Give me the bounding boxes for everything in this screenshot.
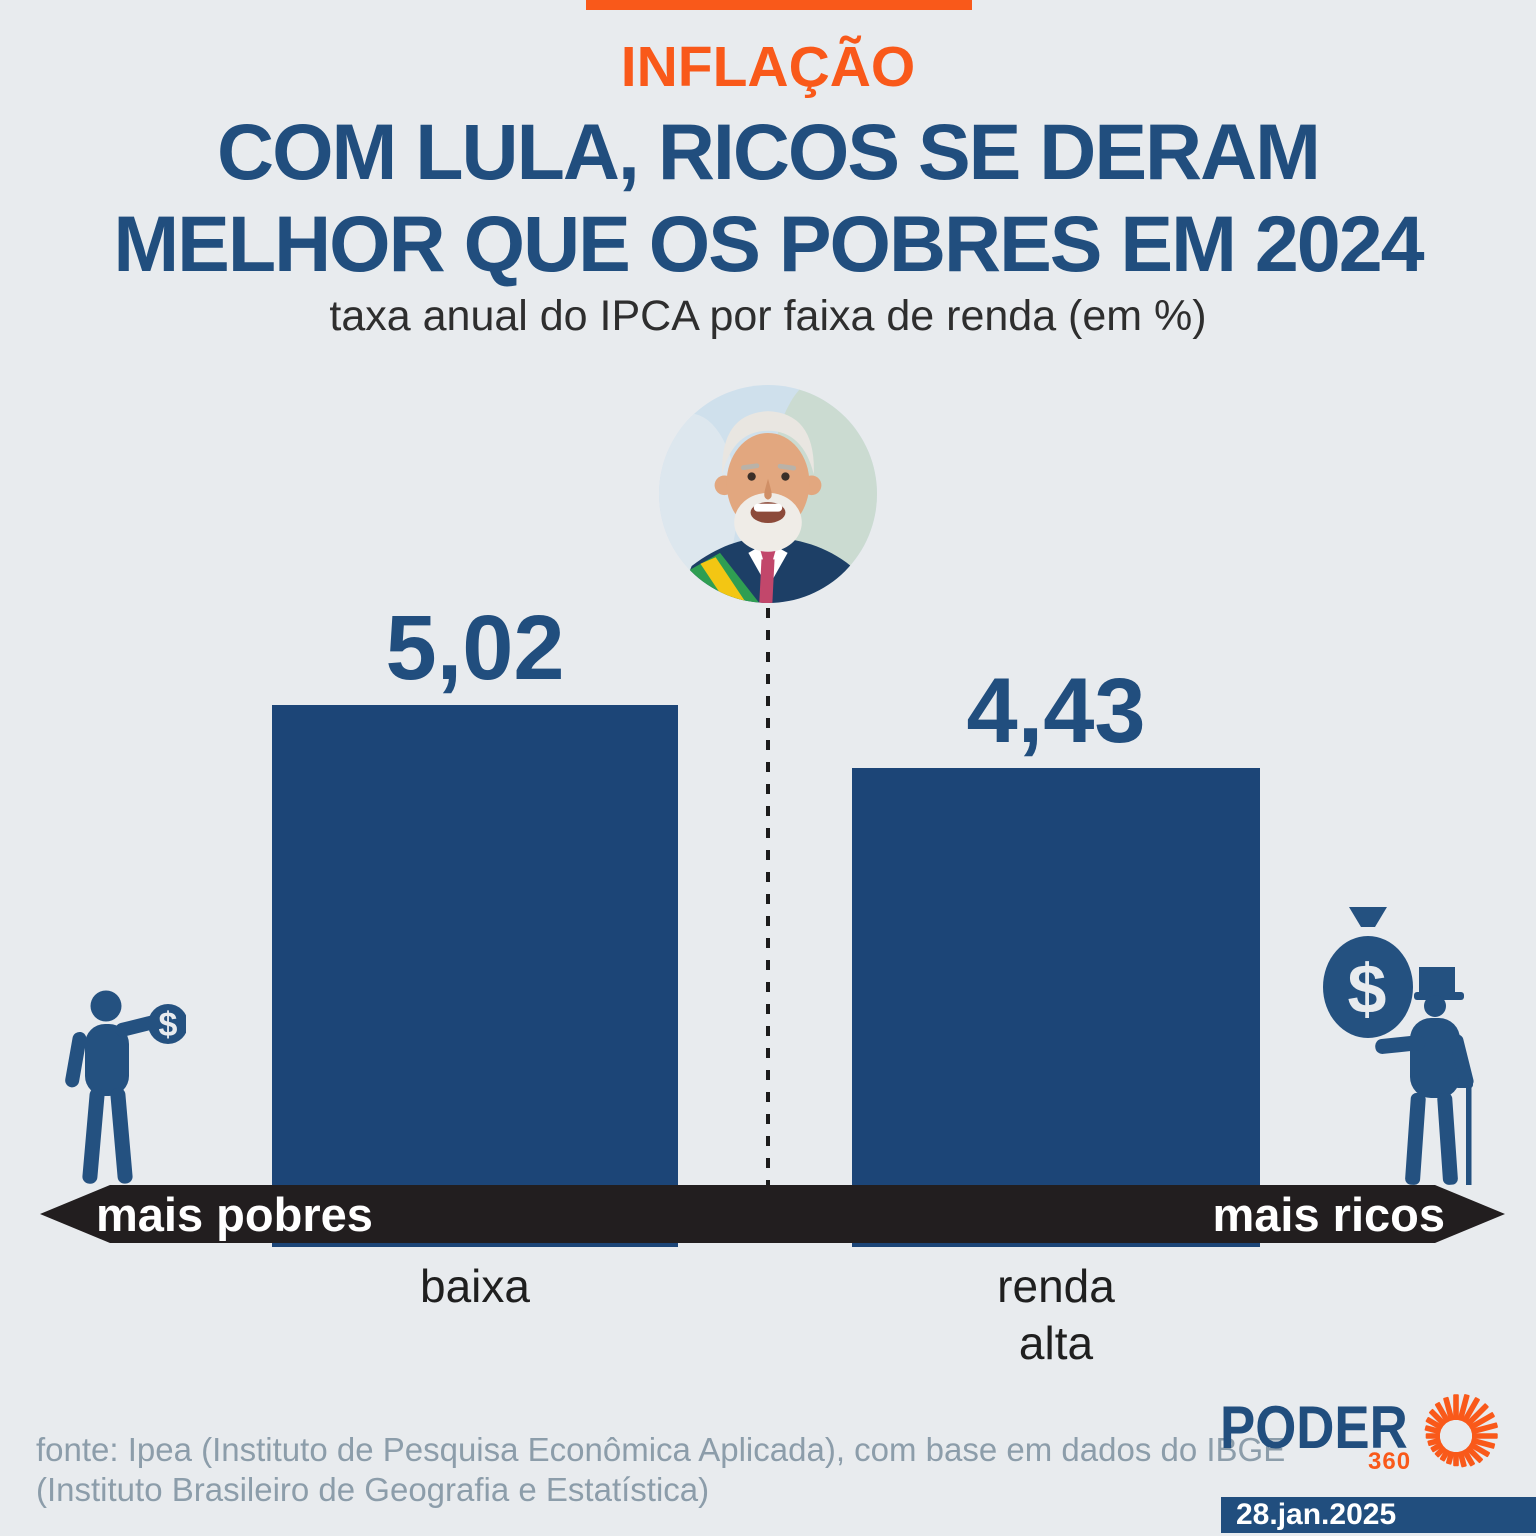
rich-person-icon: $ [1323,907,1474,1185]
value-label-renda-alta: 4,43 [966,660,1146,762]
page-title-line1: COM LULA, RICOS SE DERAM [217,107,1321,196]
lula-photo [659,385,877,603]
center-dashed-divider [766,608,770,1185]
top-hat-icon [1419,967,1455,994]
coin-dollar-glyph: $ [159,1006,178,1044]
category-label-renda-baixa: baixa [420,1260,530,1312]
money-bag-tie [1349,907,1387,927]
page-title-line2: MELHOR QUE OS POBRES EM 2024 [113,199,1424,288]
axis-label-mais-pobres: mais pobres [96,1187,373,1241]
coin-icon [148,1004,186,1044]
bar-renda-alta [852,768,1260,1247]
page-title: COM LULA, RICOS SE DERAM MELHOR QUE OS P… [0,106,1536,290]
sunburst-icon [1424,1394,1498,1468]
lula-portrait-icon [659,385,877,603]
poor-person-icon: $ [65,990,186,1184]
axis-band: mais pobres mais ricos [40,1185,1505,1243]
cane-icon [1466,1085,1472,1185]
date-badge: 28.jan.2025 [1221,1497,1536,1533]
money-bag-dollar-glyph: $ [1348,950,1387,1028]
source-line2: (Instituto Brasileiro de Geografia e Est… [36,1471,710,1508]
top-accent-bar [586,0,972,10]
axis-label-mais-ricos: mais ricos [1212,1187,1445,1241]
kicker: INFLAÇÃO [620,35,916,99]
source-note: fonte: Ipea (Instituto de Pesquisa Econô… [36,1430,1285,1510]
value-label-renda-baixa: 5,02 [385,597,565,699]
poder360-logo-text: PODER [1220,1394,1408,1461]
category-label-renda-alta: renda alta [997,1260,1115,1369]
source-line1: fonte: Ipea (Instituto de Pesquisa Econô… [36,1431,1286,1468]
bar-renda-baixa [272,705,678,1247]
poor-person-head [90,990,122,1022]
chart-subtitle: taxa anual do IPCA por faixa de renda (e… [329,292,1207,340]
rich-person-head [1424,995,1446,1017]
money-bag-icon [1323,936,1413,1038]
poder360-logo-360: 360 [1368,1448,1412,1475]
